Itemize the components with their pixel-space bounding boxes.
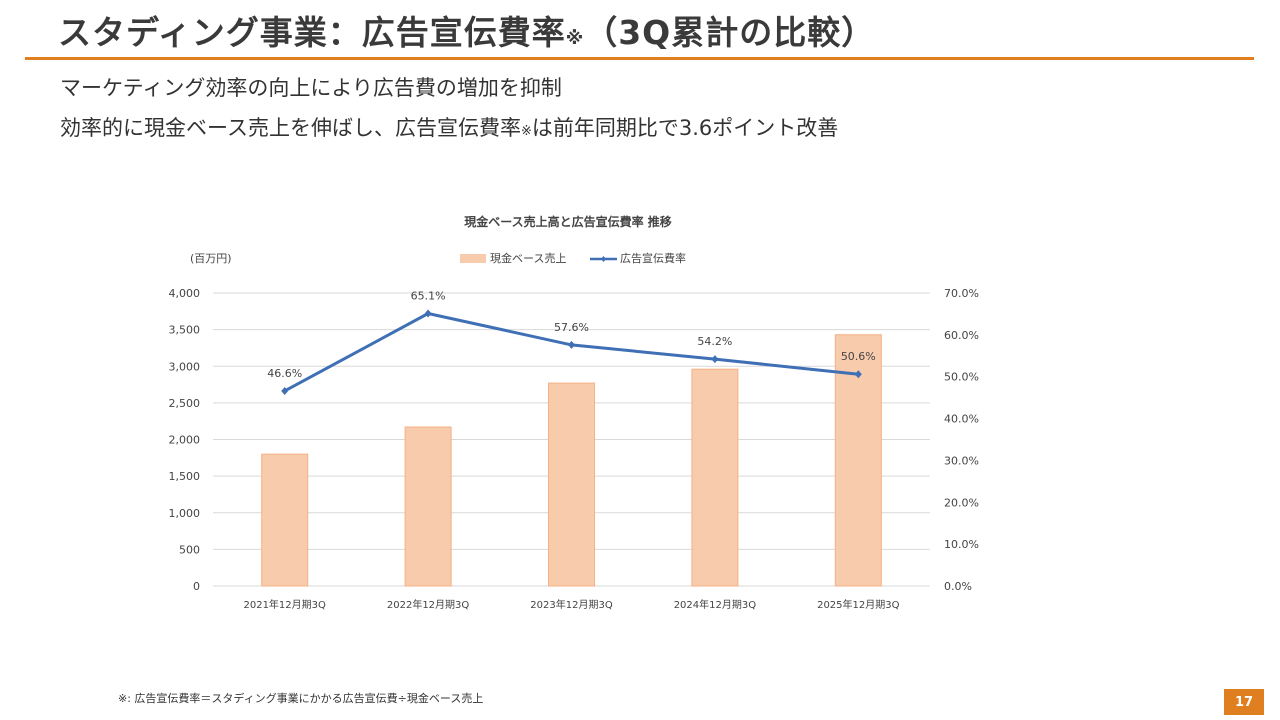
legend: 現金ベース売上 広告宣伝費率: [460, 251, 686, 265]
subtitle-note-mark: ※: [520, 124, 532, 139]
y2-tick-label: 50.0%: [944, 371, 979, 384]
y-tick-label: 3,500: [169, 324, 201, 337]
title-note-mark: ※: [565, 28, 585, 49]
legend-line-label: 広告宣伝費率: [620, 251, 686, 265]
data-label: 57.6%: [554, 321, 589, 334]
subtitle-line-1: マーケティング効率の向上により広告費の増加を抑制: [60, 76, 562, 100]
y-tick-label: 0: [193, 580, 200, 593]
x-tick-label: 2021年12月期3Q: [243, 598, 326, 611]
y-tick-label: 2,000: [169, 434, 201, 447]
footnote: ※: 広告宣伝費率＝スタディング事業にかかる広告宣伝費÷現金ベース売上: [118, 692, 484, 705]
line-marker: [281, 386, 289, 395]
y2-tick-label: 60.0%: [944, 329, 979, 342]
data-label: 50.6%: [841, 350, 876, 363]
y-tick-label: 4,000: [169, 287, 201, 300]
bar: [691, 368, 739, 587]
line-marker: [424, 309, 432, 318]
line-marker: [854, 370, 862, 379]
y2-tick-label: 0.0%: [944, 580, 972, 593]
y-tick-label: 2,500: [169, 397, 201, 410]
y-axis-unit-label: (百万円): [190, 252, 232, 265]
title-divider: [25, 57, 1254, 60]
bar: [404, 426, 452, 587]
bar: [548, 382, 595, 587]
chart-title: 現金ベース売上高と広告宣伝費率 推移: [464, 214, 672, 229]
line-marker: [568, 340, 575, 349]
y2-tick-label: 40.0%: [944, 413, 979, 426]
legend-bar-swatch: [460, 254, 486, 263]
slide-title: スタディング事業：広告宣伝費率※（3Q累計の比較）: [58, 6, 875, 54]
x-tick-label: 2023年12月期3Q: [530, 598, 613, 611]
y2-tick-label: 30.0%: [944, 454, 979, 467]
y-tick-label: 1,500: [169, 470, 201, 483]
data-label: 54.2%: [697, 335, 732, 348]
subtitle-line-2a: 効率的に現金ベース売上を伸ばし、広告宣伝費率: [60, 116, 521, 140]
bar: [261, 453, 309, 587]
data-label: 65.1%: [411, 290, 446, 303]
y2-tick-label: 70.0%: [944, 287, 979, 300]
page-number: 17: [1224, 689, 1264, 715]
data-label: 46.6%: [267, 367, 302, 380]
subtitle-line-2: 効率的に現金ベース売上を伸ばし、広告宣伝費率※は前年同期比で3.6ポイント改善: [60, 112, 838, 142]
legend-marker-icon: [601, 256, 606, 262]
y-tick-label: 1,000: [169, 507, 201, 520]
line-marker: [711, 355, 719, 364]
title-tail: （3Q累計の比較）: [584, 13, 876, 52]
subtitle-line-2b: は前年同期比で3.6ポイント改善: [531, 116, 839, 140]
y2-tick-label: 20.0%: [944, 496, 979, 509]
title-main: スタディング事業：広告宣伝費率: [58, 13, 566, 52]
legend-bar-label: 現金ベース売上: [490, 251, 566, 265]
x-tick-label: 2025年12月期3Q: [817, 598, 900, 611]
x-tick-label: 2024年12月期3Q: [674, 598, 757, 611]
x-tick-label: 2022年12月期3Q: [387, 598, 470, 611]
y-tick-label: 3,000: [169, 360, 201, 373]
y-tick-label: 500: [179, 543, 200, 556]
y2-tick-label: 10.0%: [944, 538, 979, 551]
